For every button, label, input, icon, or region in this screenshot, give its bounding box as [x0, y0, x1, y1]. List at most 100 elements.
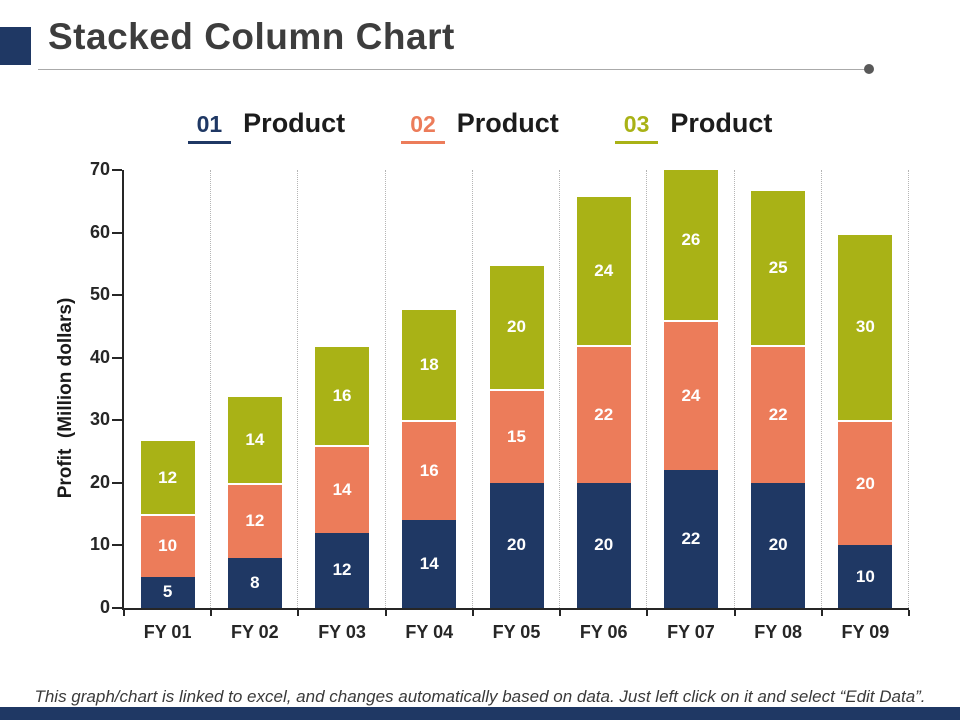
- data-label: 20: [507, 535, 526, 555]
- y-tick-mark: [112, 169, 122, 171]
- data-label: 5: [162, 582, 173, 602]
- legend-item-product-02: 02 Product: [401, 108, 559, 144]
- category-label: FY 05: [492, 622, 541, 642]
- x-tick-mark: [820, 610, 823, 616]
- page-title: Stacked Column Chart: [48, 16, 455, 57]
- category-label: FY 09: [841, 622, 890, 642]
- data-label: 14: [245, 430, 265, 450]
- y-tick-label: 60: [89, 221, 110, 242]
- bar-segment-product-02-fy-06: 22: [576, 345, 631, 483]
- bar-segment-product-02-fy-03: 14: [315, 445, 370, 533]
- category-label: FY 06: [579, 622, 628, 642]
- x-tick-mark: [297, 610, 300, 616]
- gridline: [820, 170, 822, 608]
- gridline: [384, 170, 386, 608]
- bar-segment-product-02-fy-01: 10: [140, 514, 195, 577]
- chart-legend: 01 Product 02 Product 03 Product: [0, 108, 960, 144]
- y-tick-label: 20: [89, 471, 110, 492]
- gridline: [297, 170, 299, 608]
- data-label: 12: [158, 467, 178, 487]
- legend-number-1: 01: [187, 111, 232, 144]
- bottom-bar: [0, 707, 960, 720]
- bar-segment-product-01-fy-02: 8: [227, 557, 282, 608]
- data-label: 16: [332, 386, 352, 406]
- legend-label-1: Product: [243, 108, 346, 138]
- bar-segment-product-03-fy-07: 26: [663, 170, 718, 321]
- bar-segment-product-02-fy-04: 16: [402, 420, 457, 521]
- data-label: 25: [768, 257, 788, 277]
- category-label: FY 08: [754, 622, 802, 642]
- bar-segment-product-02-fy-02: 12: [227, 482, 282, 558]
- accent-square: [0, 27, 31, 65]
- x-tick-mark: [123, 610, 125, 616]
- bar-segment-product-03-fy-03: 16: [315, 345, 370, 446]
- bar-segment-product-01-fy-01: 5: [140, 576, 195, 608]
- footer-note: This graph/chart is linked to excel, and…: [34, 687, 926, 706]
- data-label: 30: [855, 317, 875, 337]
- legend-number-2: 02: [401, 111, 445, 144]
- chart-region: Profit (Million dollars) 5 10 12 8 12 14 12 14 1…: [0, 159, 960, 680]
- bar-segment-product-02-fy-07: 24: [663, 320, 718, 471]
- x-tick-mark: [559, 610, 562, 616]
- category-label: FY 02: [230, 622, 279, 642]
- bar-segment-product-01-fy-06: 20: [576, 482, 631, 608]
- legend-label-3: Product: [670, 108, 773, 138]
- bar-segment-product-01-fy-03: 12: [315, 532, 370, 608]
- data-label: 16: [419, 461, 439, 481]
- legend-item-product-03: 03 Product: [614, 108, 773, 144]
- bar-segment-product-03-fy-04: 18: [402, 307, 457, 421]
- data-label: 20: [855, 473, 875, 493]
- category-label: FY 03: [318, 622, 366, 642]
- x-tick-mark: [646, 610, 649, 616]
- data-label: 14: [419, 554, 439, 574]
- bar-segment-product-03-fy-09: 30: [838, 232, 893, 421]
- y-tick-label: 40: [89, 346, 110, 367]
- legend-item-product-01: 01 Product: [187, 108, 346, 144]
- y-tick-mark: [112, 294, 122, 297]
- bar-segment-product-01-fy-07: 22: [663, 470, 718, 608]
- bar-segment-product-01-fy-08: 20: [751, 482, 806, 608]
- data-label: 8: [250, 572, 260, 592]
- gridline: [559, 170, 561, 608]
- data-label: 26: [681, 229, 701, 249]
- x-tick-mark: [210, 610, 213, 616]
- y-tick-label: 10: [89, 534, 110, 555]
- y-tick-mark: [112, 607, 122, 609]
- y-tick-label: 50: [89, 284, 110, 305]
- data-label: 18: [419, 354, 439, 374]
- bar-segment-product-03-fy-06: 24: [576, 195, 631, 346]
- bar-segment-product-02-fy-08: 22: [751, 345, 806, 483]
- data-label: 22: [681, 529, 701, 549]
- x-tick-mark: [471, 610, 474, 616]
- bar-segment-product-01-fy-05: 20: [489, 482, 544, 608]
- x-axis-category-labels: FY 01 FY 02 FY 03 FY 04 FY 05 FY 06 FY 07 FY 08…: [124, 622, 909, 652]
- stacked-column-chart[interactable]: 5 10 12 8 12 14 12 14 16 14 16 18 20 15 20 20 22 24 22 24 26…: [122, 170, 909, 610]
- data-label: 22: [768, 405, 788, 425]
- data-label: 14: [332, 480, 352, 500]
- data-label: 10: [855, 566, 875, 586]
- y-tick-label: 0: [99, 597, 110, 617]
- gridline: [210, 170, 212, 608]
- category-label: FY 07: [667, 622, 715, 642]
- y-tick-mark: [112, 544, 122, 547]
- data-label: 12: [332, 560, 352, 580]
- y-tick-mark: [112, 356, 122, 359]
- data-label: 10: [158, 536, 178, 556]
- bar-segment-product-03-fy-05: 20: [489, 263, 544, 389]
- y-tick-label: 70: [89, 159, 110, 179]
- data-label: 20: [594, 535, 614, 555]
- x-tick-mark: [733, 610, 736, 616]
- y-tick-mark: [112, 481, 122, 484]
- gridline: [471, 170, 473, 608]
- legend-number-3: 03: [614, 111, 659, 144]
- bar-segment-product-01-fy-04: 14: [402, 520, 457, 608]
- bar-segment-product-02-fy-09: 20: [838, 420, 893, 546]
- bar-segment-product-02-fy-05: 15: [489, 389, 544, 483]
- y-tick-label: 30: [89, 409, 110, 430]
- legend-label-2: Product: [456, 108, 559, 138]
- category-label: FY 01: [143, 622, 192, 642]
- data-label: 20: [507, 317, 526, 337]
- bar-segment-product-03-fy-01: 12: [140, 439, 195, 515]
- y-axis-title: Profit (Million dollars): [55, 297, 76, 499]
